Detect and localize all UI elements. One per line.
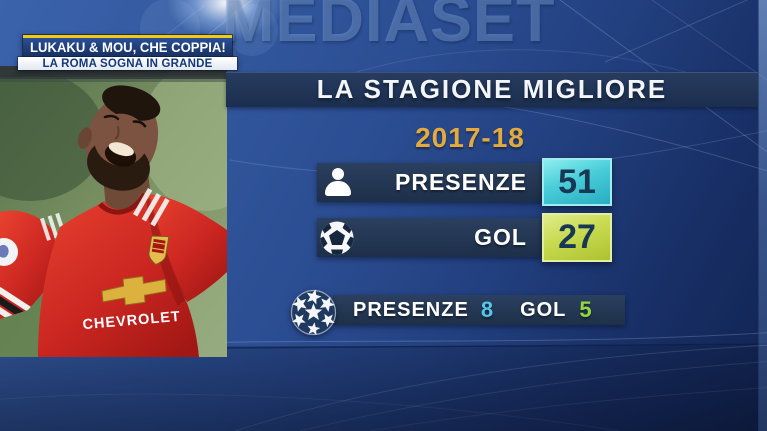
- premier-league-badge-icon: [0, 238, 18, 266]
- headline-text: LUKAKU & MOU, CHE COPPIA!: [29, 40, 226, 55]
- player-silhouette-icon: [323, 168, 353, 197]
- cl-gol-value: 5: [579, 297, 593, 322]
- headline-banner: LUKAKU & MOU, CHE COPPIA! LA ROMA SOGNA …: [18, 35, 237, 70]
- headline-banner-line1: LUKAKU & MOU, CHE COPPIA!: [23, 35, 232, 57]
- stat-label-gol: GOL: [474, 224, 527, 250]
- cl-presenze-label: PRESENZE: [353, 298, 469, 321]
- player-face: [77, 85, 161, 191]
- stat-row-gol: GOL: [317, 218, 542, 257]
- stat-value-presenze: 51: [542, 158, 612, 206]
- stat-row-presenze: PRESENZE: [317, 163, 542, 202]
- panel-title-band: LA STAGIONE MIGLIORE: [226, 72, 758, 107]
- chevrolet-bowtie-icon: [101, 275, 167, 306]
- panel-title: LA STAGIONE MIGLIORE: [316, 74, 668, 104]
- player-photo: CHEVROLET: [0, 61, 270, 386]
- champions-league-starball-icon: [290, 289, 337, 336]
- cl-presenze-value: 8: [480, 297, 495, 322]
- champions-league-row: PRESENZE 8 GOL 5: [333, 295, 625, 325]
- football-icon: [319, 220, 355, 256]
- player-photo-illustration: CHEVROLET: [0, 61, 270, 386]
- headline-banner-line2: LA ROMA SOGNA IN GRANDE: [18, 57, 237, 70]
- floor-shadow-gradient: [0, 346, 767, 431]
- manchester-united-crest-icon: [148, 235, 170, 266]
- mediaset-watermark: MEDIASET: [222, 0, 556, 55]
- light-flare: [168, 0, 284, 40]
- cl-gol-label: GOL: [520, 298, 567, 321]
- stat-label-presenze: PRESENZE: [395, 169, 527, 195]
- right-edge-highlight: [758, 0, 767, 431]
- subheadline-text: LA ROMA SOGNA IN GRANDE: [42, 57, 213, 70]
- stat-value-gol: 27: [542, 213, 612, 262]
- season-label: 2017-18: [415, 122, 525, 153]
- adidas-stripes-right: [133, 188, 170, 227]
